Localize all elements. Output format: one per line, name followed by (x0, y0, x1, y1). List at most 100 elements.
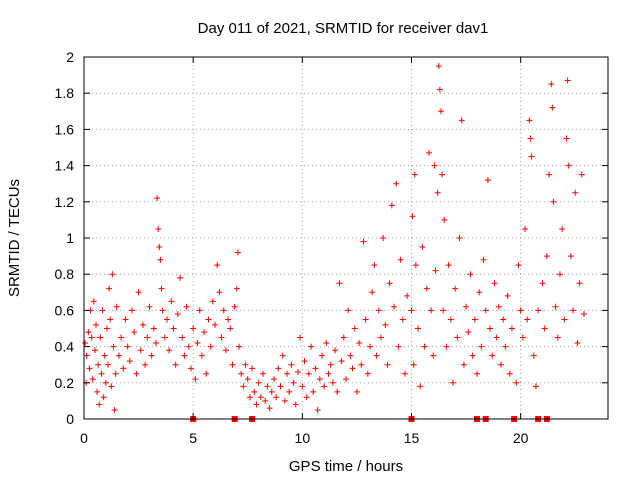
data-point (556, 271, 563, 278)
data-point (369, 289, 376, 296)
data-point (502, 343, 509, 350)
data-point (456, 235, 463, 241)
data-point (187, 365, 194, 372)
data-point (380, 235, 387, 241)
data-point (535, 307, 542, 314)
data-point (524, 316, 531, 323)
data-point (131, 329, 138, 336)
plot-frame (83, 56, 609, 420)
data-point (349, 365, 356, 372)
data-point (439, 171, 446, 178)
data-point (144, 334, 151, 341)
data-point (83, 352, 90, 359)
y-tick-label: 1.4 (55, 158, 75, 174)
data-point (550, 198, 557, 205)
data-point (460, 361, 467, 368)
data-point (469, 352, 476, 359)
data-point (504, 292, 511, 299)
data-point (458, 117, 465, 124)
data-point (299, 383, 306, 390)
data-point (273, 394, 280, 401)
data-point (268, 388, 275, 395)
data-point (561, 316, 568, 323)
data-point (212, 321, 218, 328)
data-point (161, 334, 168, 341)
data-point (373, 352, 380, 359)
data-point (270, 376, 277, 383)
data-point (157, 256, 164, 263)
data-point (318, 352, 325, 359)
data-point (580, 311, 587, 318)
data-point (103, 325, 110, 332)
data-point (216, 289, 223, 296)
data-point (371, 262, 378, 269)
data-point (88, 334, 95, 341)
data-point (397, 256, 404, 263)
x-tick-label: 0 (80, 430, 88, 446)
data-point (284, 370, 291, 377)
data-point (421, 343, 428, 350)
data-point (303, 394, 310, 401)
data-point (526, 117, 533, 124)
data-point (286, 388, 293, 395)
data-point (238, 370, 245, 377)
data-point (120, 365, 127, 372)
data-point (163, 316, 170, 323)
data-point (246, 394, 253, 401)
data-point (105, 361, 112, 368)
data-point (158, 285, 165, 292)
data-point (336, 280, 343, 287)
data-point (441, 216, 448, 223)
data-point (425, 149, 432, 156)
data-point (391, 303, 398, 310)
x-tick-label: 20 (513, 430, 529, 446)
chart-title: Day 011 of 2021, SRMTID for receiver dav… (198, 20, 489, 37)
data-point (142, 361, 149, 368)
data-point (489, 352, 496, 359)
data-point (386, 280, 393, 287)
data-point (148, 352, 155, 359)
data-point (513, 379, 520, 386)
data-point (527, 135, 534, 142)
data-point (314, 406, 321, 413)
data-point (124, 343, 131, 350)
data-point (340, 334, 347, 341)
data-point (159, 307, 166, 314)
data-point (323, 339, 330, 346)
data-point (576, 280, 583, 287)
data-point (106, 285, 113, 292)
data-point (393, 180, 400, 187)
data-point (487, 325, 494, 332)
data-point (437, 108, 444, 115)
data-point (139, 321, 146, 328)
data-point (109, 271, 116, 278)
data-point (388, 202, 395, 209)
data-point (519, 334, 526, 341)
data-point (316, 376, 323, 383)
data-point (129, 307, 136, 314)
data-point (97, 334, 104, 341)
data-point (517, 307, 524, 314)
data-point (332, 347, 339, 354)
data-point (146, 303, 153, 310)
data-point (546, 171, 553, 178)
data-point (90, 298, 97, 305)
data-point (415, 325, 422, 332)
data-points (82, 63, 587, 422)
data-point (194, 339, 201, 346)
data-point (367, 343, 374, 350)
data-point (207, 343, 214, 350)
data-point (277, 383, 284, 390)
grid-layer (84, 57, 608, 419)
data-point (325, 370, 332, 377)
data-point (101, 352, 108, 359)
data-point (411, 171, 418, 178)
data-point (431, 162, 438, 169)
data-point (203, 370, 210, 377)
data-point (242, 361, 249, 368)
data-point (482, 307, 489, 314)
y-tick-label: 1.2 (55, 194, 75, 210)
data-point (205, 316, 212, 323)
data-point (98, 370, 105, 377)
data-point (465, 329, 472, 336)
